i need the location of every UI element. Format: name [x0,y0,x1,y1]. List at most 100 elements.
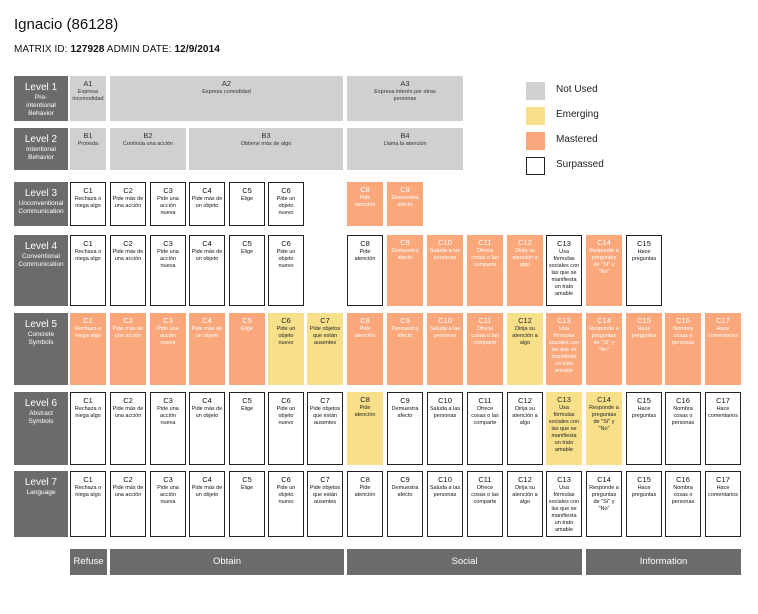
cell-text: Hace comentarios [708,326,738,339]
cell-text: Pide un objeto nuevo [276,196,296,216]
matrix-cell[interactable]: C8 Pide atención [347,392,383,465]
matrix-cell[interactable]: C17 Hace comentarios [705,313,741,385]
cell-text: Pide atención [354,405,376,418]
matrix-cell[interactable]: C9 Demuestra afecto [387,392,423,465]
matrix-cell[interactable]: C7 Pide objetos que están ausentes [307,313,343,385]
matrix-cell[interactable]: C2 Pide más de una acción [110,313,146,385]
matrix-cell[interactable]: C16 Nombra cosas o personas [665,471,701,537]
matrix-cell[interactable]: C10 Saluda a las personas [427,235,463,306]
matrix-cell[interactable]: C1 Rechaza o niega algo [70,235,106,306]
matrix-cell[interactable]: C2 Pide más de una acción [110,392,146,465]
matrix-cell[interactable]: C15 Hace preguntas [626,235,662,306]
cell-text: Demuestra afecto [391,406,419,419]
matrix-cell[interactable]: C6 Pide un objeto nuevo [268,235,304,306]
matrix-cell[interactable]: C3 Pide una acción nueva [150,471,186,537]
matrix-cell[interactable]: C11 Ofrece cosas o las comparte [467,471,503,537]
matrix-cell[interactable]: C11 Ofrece cosas o las comparte [467,392,503,465]
cell-code: C13 [557,395,571,404]
matrix-cell[interactable]: C2 Pide más de una acción [110,182,146,226]
matrix-cell[interactable]: C17 Hace comentarios [705,392,741,465]
matrix-cell[interactable]: C15 Hace preguntas [626,471,662,537]
matrix-cell[interactable]: C3 Pide una acción nueva [150,313,186,385]
matrix-cell[interactable]: C4 Pide más de un objeto [189,235,225,306]
matrix-cell[interactable]: C16 Nombra cosas o personas [665,313,701,385]
matrix-cell[interactable]: A1 Expresa incomodidad [70,76,106,121]
matrix-cell[interactable]: C5 Elige [229,182,265,226]
matrix-cell[interactable]: C9 Demuestra afecto [387,235,423,306]
matrix-cell[interactable]: C5 Elige [229,313,265,385]
matrix-cell[interactable]: C6 Pide un objeto nuevo [268,471,304,537]
matrix-cell[interactable]: C1 Rechaza o niega algo [70,471,106,537]
matrix-cell[interactable]: C14 Responde a preguntas de "Sí" y "No" [586,392,622,465]
matrix-cell[interactable]: C6 Pide un objeto nuevo [268,182,304,226]
matrix-cell[interactable]: C14 Responde a preguntas de "Sí" y "No" [586,235,622,306]
matrix-cell[interactable]: A3 Expresa interés por otras personas [347,76,463,121]
matrix-cell[interactable]: C11 Ofrece cosas o las comparte [467,235,503,306]
matrix-cell[interactable]: C6 Pide un objeto nuevo [268,313,304,385]
matrix-cell[interactable]: C4 Pide más de un objeto [189,392,225,465]
matrix-cell[interactable]: C17 Hace comentarios [705,471,741,537]
matrix-cell[interactable]: C16 Nombra cosas o personas [665,392,701,465]
matrix-cell[interactable]: C1 Rechaza o niega algo [70,313,106,385]
cell-text: Demuestra afecto [391,485,419,498]
matrix-cell[interactable]: C12 Dirija su atención a algo [507,235,543,306]
matrix-cell[interactable]: C12 Dirija su atención a algo [507,471,543,537]
matrix-cell[interactable]: C8 Pide atención [347,235,383,306]
matrix-cell[interactable]: A2 Expresa comodidad [110,76,343,121]
cell-code: C4 [202,316,212,325]
matrix-cell[interactable]: C2 Pide más de una acción [110,471,146,537]
matrix-cell[interactable]: C4 Pide más de un objeto [189,313,225,385]
matrix-cell[interactable]: C8 Pide atención [347,313,383,385]
cell-text: Rechaza o niega algo [74,196,102,209]
cell-text: Pide más de un objeto [191,196,223,209]
matrix-cell[interactable]: C5 Elige [229,471,265,537]
matrix-cell[interactable]: C7 Pide objetos que están ausentes [307,392,343,465]
matrix-cell[interactable]: C8 Pide atención [347,182,383,226]
matrix-cell[interactable]: C9 Demuestra afecto [387,313,423,385]
matrix-cell[interactable]: C10 Saluda a las personas [427,471,463,537]
matrix-cell[interactable]: C15 Hace preguntas [626,392,662,465]
matrix-cell[interactable]: C8 Pide atención [347,471,383,537]
matrix-cell[interactable]: C12 Dirija su atención a algo [507,313,543,385]
matrix-cell[interactable]: B3 Obtiene más de algo [189,128,343,170]
cell-text: Pide una acción nueva [157,326,179,346]
cell-code: C9 [400,238,410,247]
matrix-cell[interactable]: C13 Usa fórmulas sociales con las que se … [546,313,582,385]
matrix-cell[interactable]: C13 Usa fórmulas sociales con las que se … [546,235,582,306]
matrix-cell[interactable]: C9 Demuestra afecto [387,182,423,226]
matrix-cell[interactable]: C9 Demuestra afecto [387,471,423,537]
matrix-cell[interactable]: C10 Saluda a las personas [427,313,463,385]
cell-text: Elige [240,406,254,412]
level-header: Level 7 Language [14,471,68,537]
matrix-cell[interactable]: C5 Elige [229,235,265,306]
matrix-cell[interactable]: C13 Usa fórmulas sociales con las que se … [546,392,582,465]
cell-text: Rechaza o niega algo [74,249,102,262]
cell-code: A1 [83,79,93,88]
matrix-cell[interactable]: B1 Protesta [70,128,106,170]
matrix-cell[interactable]: C5 Elige [229,392,265,465]
matrix-cell[interactable]: C1 Rechaza o niega algo [70,182,106,226]
matrix-cell[interactable]: B2 Continúa una acción [110,128,186,170]
matrix-cell[interactable]: C13 Usa fórmulas sociales con las que se … [546,471,582,537]
matrix-cell[interactable]: C2 Pide más de una acción [110,235,146,306]
matrix-cell[interactable]: C3 Pide una acción nueva [150,392,186,465]
matrix-cell[interactable]: C11 Ofrece cosas o las comparte [467,313,503,385]
matrix-cell[interactable]: C15 Hace preguntas [626,313,662,385]
matrix-cell[interactable]: C10 Saluda a las personas [427,392,463,465]
cell-code: C16 [676,475,690,484]
matrix-cell[interactable]: C3 Pide una acción nueva [150,235,186,306]
cell-code: C1 [83,316,93,325]
matrix-cell[interactable]: C12 Dirija su atención a algo [507,392,543,465]
matrix-cell[interactable]: C1 Rechaza o niega algo [70,392,106,465]
matrix-cell[interactable]: C7 Pide objetos que están ausentes [307,471,343,537]
cell-code: C2 [123,186,133,195]
matrix-cell[interactable]: C14 Responde a preguntas de "Sí" y "No" [586,313,622,385]
matrix-cell[interactable]: C6 Pide un objeto nuevo [268,392,304,465]
cell-code: C12 [518,475,532,484]
matrix-cell[interactable]: B4 Llama la atención [347,128,463,170]
matrix-cell[interactable]: C14 Responde a preguntas de "Sí" y "No" [586,471,622,537]
level-description: Pre- intentional Behavior [26,94,56,117]
matrix-cell[interactable]: C4 Pide más de un objeto [189,471,225,537]
matrix-cell[interactable]: C3 Pide una acción nueva [150,182,186,226]
matrix-cell[interactable]: C4 Pide más de un objeto [189,182,225,226]
